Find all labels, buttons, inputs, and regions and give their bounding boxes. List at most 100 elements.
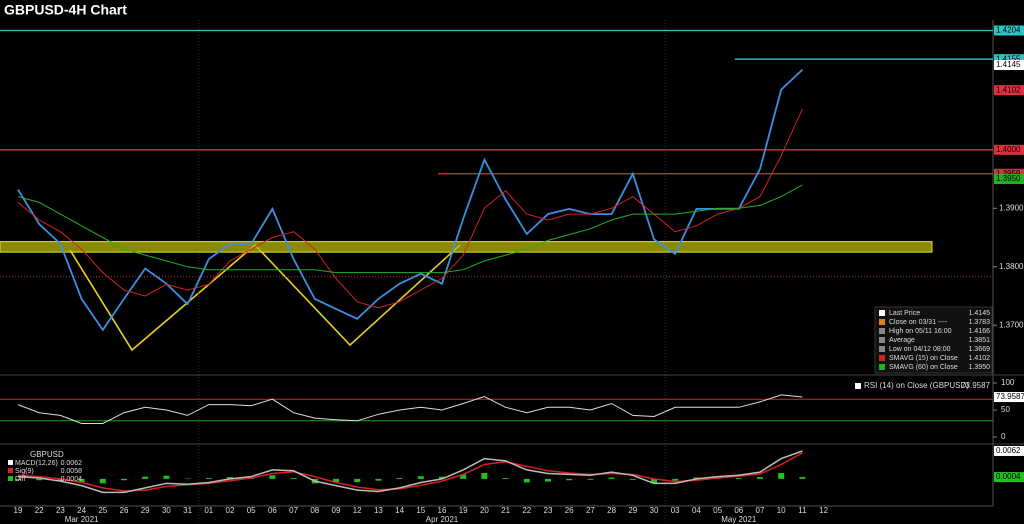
macd-legend-value: 0.0004 [61,476,83,483]
x-tick-label: 25 [98,506,107,515]
legend-label: Last Price [889,310,920,317]
moving-average-line [17,108,803,309]
macd-legend-label: Diff [15,476,25,483]
diff-bar [629,478,636,480]
legend-label: Average [889,337,915,344]
x-tick-label: 23 [544,506,553,515]
diff-bar [523,478,530,483]
x-tick-label: 20 [480,506,489,515]
price-tag-label: 73.9587 [996,392,1024,401]
rsi-label: RSI (14) on Close (GBPUSD) [864,381,969,390]
x-tick-label: 02 [226,506,235,515]
x-tick-label: 12 [353,506,362,515]
diff-bar [439,476,445,479]
legend-label: SMAVG (15) on Close [889,355,958,362]
x-tick-label: 07 [289,506,298,515]
diff-bar [163,475,170,479]
x-tick-label: 03 [671,506,680,515]
y-tick-label: 1.3800 [999,262,1024,271]
price-tag [994,472,1024,483]
diff-bar [290,477,297,479]
y-tick-label: 0.0062 [996,446,1021,455]
price-tag-label: 1.4204 [996,26,1021,35]
diff-bar [672,478,679,481]
diff-bar [205,477,212,479]
legend-swatch [879,310,885,316]
x-tick-label: 08 [310,506,319,515]
x-tick-label: 12 [819,506,828,515]
legend-swatch [879,346,885,352]
x-tick-label: 04 [692,506,701,515]
diff-bar [15,478,21,481]
diff-bar [227,477,233,479]
diff-bar [142,476,149,479]
chart-title: GBPUSD-4H Chart [4,2,127,18]
macd-title: GBPUSD [30,450,64,459]
x-tick-label: 24 [77,506,86,515]
diff-bar [99,478,106,484]
legend-swatch [8,476,13,481]
x-tick-label: 22 [522,506,531,515]
x-tick-label: 27 [586,506,595,515]
x-tick-label: 10 [777,506,786,515]
diff-bar [566,478,573,481]
rsi-line [17,394,803,424]
x-tick-label: 19 [459,506,468,515]
diff-bar [460,474,467,479]
macd-legend-value: 0.0058 [61,468,83,475]
month-label: Apr 2021 [426,515,459,524]
price-tag [994,144,1024,155]
x-tick-label: 26 [565,506,574,515]
macd-legend-value: 0.0062 [61,460,83,467]
x-tick-label: 22 [35,506,44,515]
price-tag [994,168,1024,179]
legend-label: Low on 04/12 08:00 [889,346,951,353]
diff-bar [78,478,85,483]
diff-bar [269,475,276,479]
legend-label: Close on 03/31 ---- [889,319,948,326]
macd-line [17,450,803,494]
x-tick-label: 06 [734,506,743,515]
x-tick-label: 30 [650,506,659,515]
price-tag-label: 1.4000 [996,145,1021,154]
price-tag [994,60,1024,71]
legend-swatch [8,460,13,465]
diff-bar [799,477,806,479]
x-tick-label: 23 [56,506,65,515]
y-tick-label: 0.0004 [996,472,1021,481]
x-tick-label: 15 [416,506,425,515]
macd-legend-label: Sig(9) [15,468,34,475]
x-tick-label: 29 [628,506,637,515]
y-tick-label: 1.3700 [999,320,1024,329]
price-tag [994,445,1024,456]
x-tick-label: 01 [204,506,213,515]
macd-legend-label: MACD(12,26) [15,460,58,467]
diff-bar [121,478,127,481]
x-tick-label: 09 [332,506,341,515]
diff-bar [778,473,785,479]
diff-bar [587,478,594,480]
legend-box [874,306,993,374]
price-tag [994,54,1024,65]
diff-bar [481,473,488,479]
x-tick-label: 30 [162,506,171,515]
x-tick-label: 13 [374,506,383,515]
signal-line [17,452,803,492]
diff-bar [375,478,382,481]
legend-swatch [879,355,885,361]
price-tag [994,174,1024,185]
diff-bar [396,477,403,479]
x-tick-label: 07 [756,506,765,515]
x-tick-label: 16 [438,506,447,515]
price-tag-label: 1.3959 [996,169,1021,178]
x-tick-label: 31 [183,506,192,515]
month-label: Mar 2021 [65,515,99,524]
y-tick-label: 50 [1001,405,1010,414]
price-tag [994,25,1024,36]
legend-swatch [879,364,885,370]
legend-swatch [8,468,13,473]
diff-bar [651,478,657,484]
y-tick-label: 0 [1001,432,1006,441]
